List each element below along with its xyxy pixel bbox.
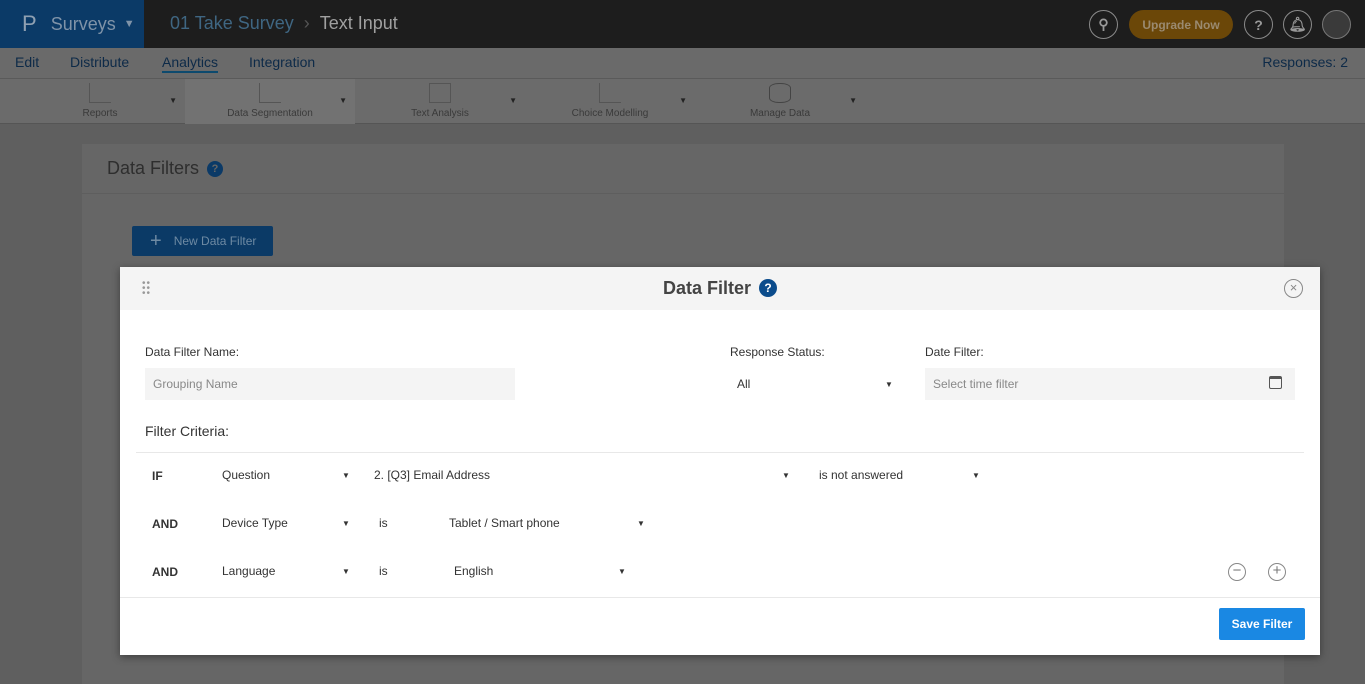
bar-chart-icon xyxy=(599,83,621,103)
caret-down-icon[interactable]: ▼ xyxy=(637,519,645,528)
nav-integration[interactable]: Integration xyxy=(249,54,316,70)
calendar-icon[interactable] xyxy=(1269,376,1282,389)
divider xyxy=(136,452,1304,453)
row-operator: AND xyxy=(152,565,178,579)
value-select[interactable]: Tablet / Smart phone xyxy=(449,516,560,530)
caret-down-icon[interactable]: ▼ xyxy=(679,96,687,105)
caret-down-icon[interactable]: ▼ xyxy=(782,471,790,480)
analytics-toolbar: Reports ▼ Data Segmentation ▼ Text Analysi… xyxy=(0,79,1365,124)
logo: P xyxy=(22,11,37,36)
caret-down-icon[interactable]: ▼ xyxy=(342,567,350,576)
tool-data-segmentation[interactable]: Data Segmentation ▼ xyxy=(185,79,355,124)
field-select[interactable]: Device Type xyxy=(222,516,288,530)
caret-down-icon[interactable]: ▼ xyxy=(972,471,980,480)
tool-label: Data Segmentation xyxy=(227,108,313,119)
data-filter-dialog: •• •• •• Data Filter? × Data Filter Name: … xyxy=(120,267,1320,655)
new-data-filter-button[interactable]: + New Data Filter xyxy=(132,226,273,256)
avatar[interactable] xyxy=(1322,10,1351,39)
chevron-down-icon: ▼ xyxy=(123,18,135,30)
app-switcher[interactable]: P Surveys ▼ xyxy=(0,0,144,48)
dialog-title: Data Filter? xyxy=(120,278,1320,299)
date-filter-label: Date Filter: xyxy=(925,345,984,359)
help-icon[interactable]: ? xyxy=(207,161,224,177)
caret-down-icon[interactable]: ▼ xyxy=(885,380,893,389)
document-icon xyxy=(429,83,451,103)
dialog-title-text: Data Filter xyxy=(662,278,752,298)
caret-down-icon[interactable]: ▼ xyxy=(618,567,626,576)
field-select[interactable]: Language xyxy=(222,564,276,578)
save-filter-button[interactable]: Save Filter xyxy=(1219,608,1305,640)
field-select[interactable]: Question xyxy=(222,468,271,482)
remove-row-icon[interactable]: − xyxy=(1228,563,1246,581)
tool-manage-data[interactable]: Manage Data ▼ xyxy=(695,79,865,124)
row-operator: IF xyxy=(152,469,163,483)
row-comparator: is xyxy=(379,516,388,530)
caret-down-icon[interactable]: ▼ xyxy=(342,519,350,528)
tool-label: Reports xyxy=(82,108,118,119)
button-label: New Data Filter xyxy=(173,234,257,248)
caret-down-icon[interactable]: ▼ xyxy=(849,96,857,105)
caret-down-icon[interactable]: ▼ xyxy=(339,96,347,105)
row-comparator: is xyxy=(379,564,388,578)
response-status-label: Response Status: xyxy=(730,345,825,359)
plus-icon: + xyxy=(150,229,162,252)
value-select[interactable]: English xyxy=(454,564,494,578)
tool-label: Text Analysis xyxy=(411,108,469,119)
app-name: Surveys xyxy=(50,13,116,34)
close-icon[interactable]: × xyxy=(1284,279,1303,298)
panel-header: Data Filters? xyxy=(82,144,1284,194)
question-select[interactable]: 2. [Q3] Email Address xyxy=(374,468,491,482)
date-filter-input[interactable]: Select time filter xyxy=(925,368,1295,400)
segment-chart-icon xyxy=(259,83,281,103)
responses-count: Responses: 2 xyxy=(1262,54,1348,70)
nav-distribute[interactable]: Distribute xyxy=(70,54,130,70)
condition-select[interactable]: is not answered xyxy=(819,468,904,482)
drag-handle-icon[interactable]: •• •• •• xyxy=(142,278,152,299)
upgrade-button[interactable]: Upgrade Now xyxy=(1129,10,1233,39)
tool-label: Manage Data xyxy=(749,108,811,119)
chevron-right-icon: › xyxy=(303,13,310,33)
filter-name-label: Data Filter Name: xyxy=(145,345,240,359)
top-bar: P Surveys ▼ 01 Take Survey › Text Input ⚲ … xyxy=(0,0,1365,48)
add-row-icon[interactable]: + xyxy=(1268,563,1286,581)
search-icon[interactable]: ⚲ xyxy=(1089,10,1118,39)
line-chart-icon xyxy=(89,83,111,103)
filter-name-input[interactable]: Grouping Name xyxy=(145,368,515,400)
row-operator: AND xyxy=(152,517,178,531)
dialog-header: •• •• •• Data Filter? × xyxy=(120,267,1320,310)
caret-down-icon[interactable]: ▼ xyxy=(342,471,350,480)
nav-edit[interactable]: Edit xyxy=(15,54,40,70)
response-status-select[interactable]: All xyxy=(737,377,751,391)
bell-icon[interactable]: 🔔︎ xyxy=(1283,10,1312,39)
divider xyxy=(120,597,1320,598)
tool-text-analysis[interactable]: Text Analysis ▼ xyxy=(355,79,525,124)
filter-criteria-label: Filter Criteria: xyxy=(145,423,230,439)
tool-label: Choice Modelling xyxy=(571,108,649,119)
caret-down-icon[interactable]: ▼ xyxy=(509,96,517,105)
breadcrumb-current: Text Input xyxy=(319,13,398,33)
main-nav: Edit Distribute Analytics Integration Re… xyxy=(0,48,1365,79)
help-icon[interactable]: ? xyxy=(759,279,778,297)
tool-choice-modelling[interactable]: Choice Modelling ▼ xyxy=(525,79,695,124)
help-icon[interactable]: ? xyxy=(1244,10,1273,39)
caret-down-icon[interactable]: ▼ xyxy=(169,96,177,105)
tool-reports[interactable]: Reports ▼ xyxy=(15,79,185,124)
database-icon xyxy=(769,83,791,103)
panel-title: Data Filters xyxy=(107,158,200,178)
breadcrumb-survey[interactable]: 01 Take Survey xyxy=(170,13,294,33)
breadcrumb: 01 Take Survey › Text Input xyxy=(170,13,398,34)
nav-analytics[interactable]: Analytics xyxy=(162,54,219,73)
